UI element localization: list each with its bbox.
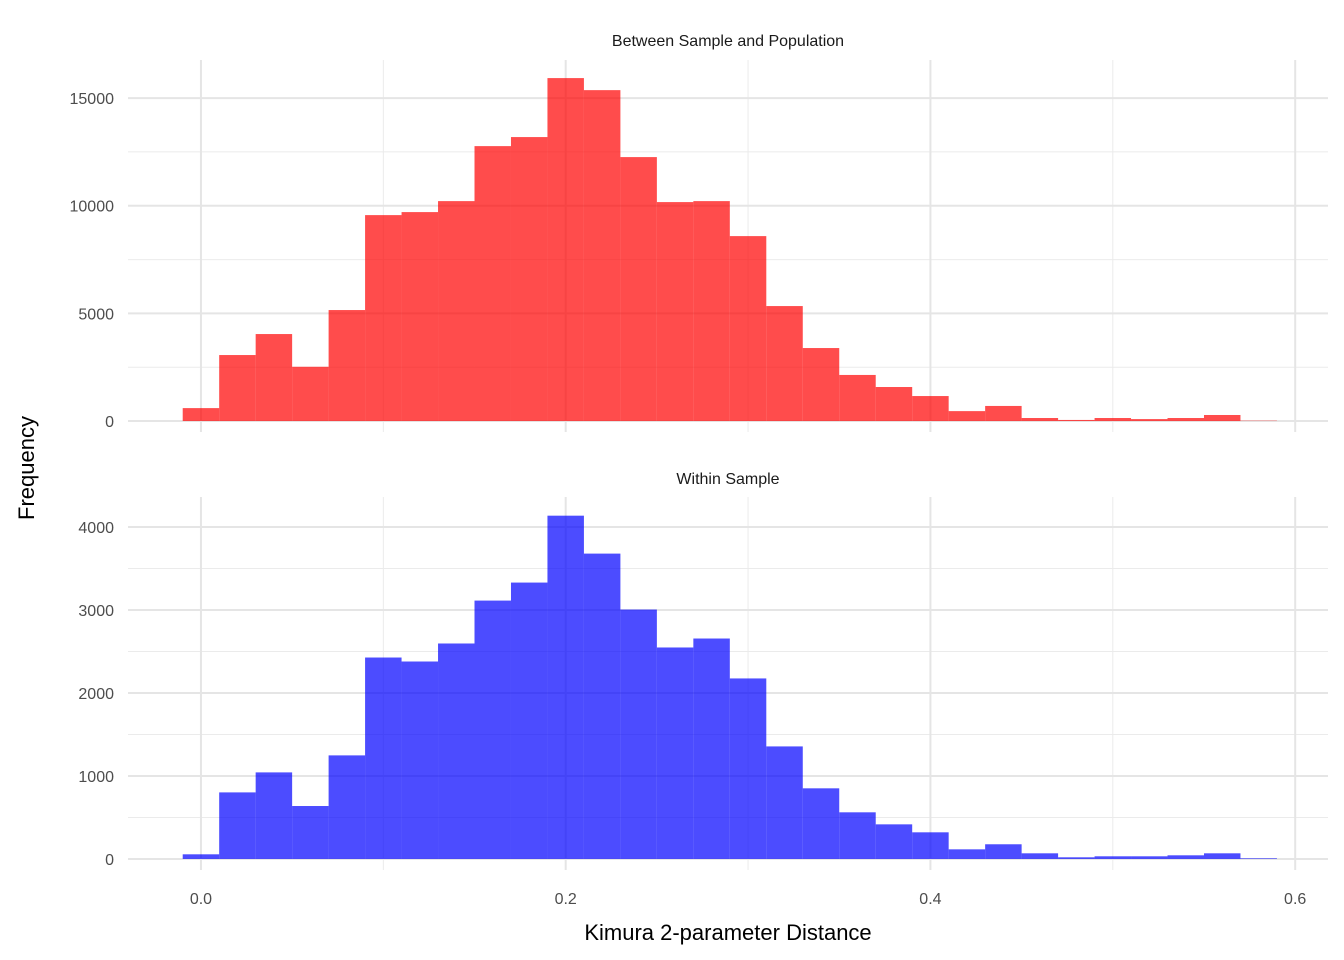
histogram-bar — [365, 657, 402, 859]
y-tick-label: 4000 — [78, 520, 114, 537]
histogram-bar — [1203, 853, 1241, 859]
x-tick-label: 0.0 — [190, 891, 212, 908]
histogram-bar — [729, 236, 767, 422]
y-tick-label: 1000 — [78, 769, 114, 786]
histogram-bar — [292, 366, 329, 422]
histogram-bar — [839, 374, 876, 422]
histogram-bar — [1094, 856, 1132, 859]
histogram-bar — [255, 334, 293, 422]
histogram-bar — [802, 348, 840, 422]
histogram-bar — [802, 788, 840, 859]
facet-panel: 0 1000 2000 3000 4000 Within Sample — [78, 471, 1328, 870]
y-tick-label: 2000 — [78, 686, 114, 703]
histogram-bar — [1167, 418, 1204, 422]
y-tick-label: 0 — [105, 852, 114, 869]
histogram-bar — [255, 772, 293, 859]
facet-strip-title: Within Sample — [676, 471, 779, 488]
histogram-bar — [729, 678, 767, 859]
histogram-bar — [219, 355, 256, 422]
histogram-bar — [656, 202, 694, 422]
y-tick-label: 3000 — [78, 603, 114, 620]
histogram-bar — [401, 661, 439, 859]
histogram-bar — [438, 201, 475, 422]
histogram-bar — [1167, 855, 1204, 859]
x-axis: 0.0 0.2 0.4 0.6 — [190, 891, 1307, 908]
histogram-bar — [583, 90, 621, 422]
histogram-bar — [912, 832, 949, 859]
histogram-bar — [693, 201, 730, 422]
histogram-bar — [766, 306, 803, 422]
histogram-bar — [292, 806, 329, 859]
x-tick-label: 0.6 — [1284, 891, 1306, 908]
histogram-bar — [510, 582, 548, 859]
histogram-bar — [875, 387, 913, 422]
histogram-bar — [912, 396, 949, 422]
y-tick-label: 5000 — [78, 306, 114, 323]
histogram-bar — [510, 137, 548, 422]
histogram-bar — [1058, 857, 1095, 859]
histogram-bar — [985, 844, 1022, 859]
histogram-bar — [693, 638, 730, 859]
histogram-bar — [875, 824, 913, 859]
histogram-bar — [1094, 418, 1132, 422]
histogram-bar — [401, 212, 439, 422]
x-tick-label: 0.4 — [919, 891, 941, 908]
x-axis-title: Kimura 2-parameter Distance — [584, 920, 871, 945]
histogram-bar — [583, 553, 621, 859]
y-tick-label: 10000 — [70, 199, 115, 216]
histogram-bar — [474, 600, 511, 859]
histogram-bar — [620, 609, 657, 859]
histogram-bar — [328, 755, 366, 859]
histogram-bar — [948, 849, 986, 859]
histogram-bar — [547, 78, 584, 422]
y-tick-label: 15000 — [70, 91, 115, 108]
histogram-bar — [328, 310, 366, 422]
histogram-bar — [182, 408, 220, 422]
histogram-bar — [1203, 414, 1241, 422]
histogram-bar — [620, 157, 657, 422]
x-tick-label: 0.2 — [555, 891, 577, 908]
histogram-bar — [474, 146, 511, 422]
histogram-bar — [219, 792, 256, 859]
histogram-bar — [1058, 419, 1095, 422]
facet-strip-title: Between Sample and Population — [612, 33, 844, 50]
histogram-bar — [547, 515, 584, 859]
histogram-bar — [1131, 419, 1168, 422]
histogram-bar — [182, 854, 220, 859]
y-tick-label: 0 — [105, 414, 114, 431]
histogram-bar — [438, 643, 475, 859]
histogram-bar — [1021, 853, 1059, 859]
facet-panel: 0 5000 10000 15000 Between Sample and Popula… — [70, 33, 1328, 432]
histogram-bar — [1021, 418, 1059, 422]
histogram-bar — [948, 411, 986, 422]
histogram-bar — [1131, 856, 1168, 859]
histogram-bar — [766, 746, 803, 859]
y-axis-title: Frequency — [14, 416, 39, 520]
histogram-bar — [839, 812, 876, 859]
histogram-bar — [985, 405, 1022, 422]
histogram-bar — [656, 647, 694, 859]
histogram-bar — [1240, 858, 1277, 859]
histogram-bar — [365, 215, 402, 422]
